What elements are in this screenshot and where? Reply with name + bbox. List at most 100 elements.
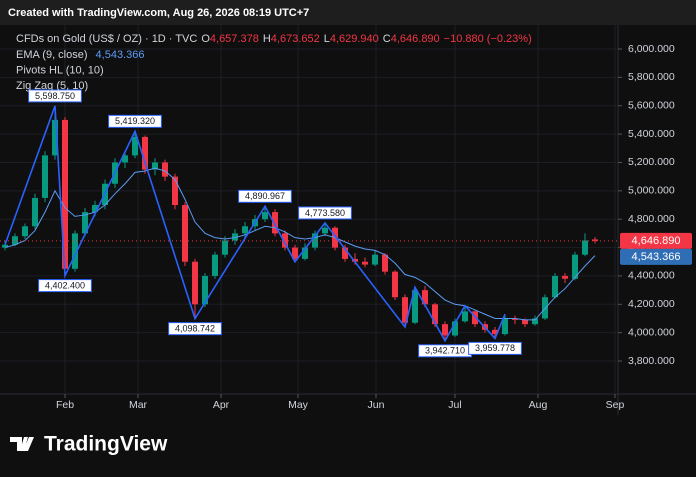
zigzag-label-box — [298, 206, 352, 220]
zigzag-label-box — [168, 322, 222, 336]
candle-body — [232, 233, 238, 241]
candle-body — [372, 254, 378, 265]
x-tick-label: Feb — [56, 399, 74, 411]
candle-body — [562, 275, 568, 279]
last-price-box — [620, 232, 692, 249]
zigzag-label: 4,890.967 — [245, 191, 285, 201]
logo-mark — [10, 437, 34, 451]
candle-body — [522, 319, 528, 325]
footer — [0, 420, 696, 472]
candle-body — [592, 239, 598, 241]
candle-body — [242, 226, 248, 234]
ohlc-value: 4,646.890 — [391, 33, 440, 45]
x-tick-label: Jun — [368, 399, 385, 411]
candle-body — [502, 318, 508, 335]
zigzag-label-box — [28, 89, 82, 103]
candle-body — [22, 226, 28, 237]
change: −10.880 (−0.23%) — [444, 33, 532, 45]
x-tick-label: Aug — [529, 399, 548, 411]
y-tick-label: 5,800.000 — [628, 71, 675, 83]
zigzag-label: 4,098.742 — [175, 324, 215, 334]
candle-body — [442, 324, 448, 336]
y-tick-label: 4,400.000 — [628, 270, 675, 282]
candle-body — [422, 290, 428, 305]
last-price-label: 4,646.890 — [632, 235, 681, 247]
ohlc-key: L — [324, 33, 330, 45]
zigzag-label: 5,598.750 — [35, 91, 75, 101]
indicator-name: Zig Zag (5, 10) — [16, 80, 88, 92]
top-bar — [0, 0, 696, 25]
candle-body — [552, 275, 558, 298]
y-tick-label: 5,000.000 — [628, 185, 675, 197]
candle-body — [302, 247, 308, 259]
x-tick-label: Mar — [129, 399, 148, 411]
candle-body — [32, 197, 38, 227]
zigzag-label-box — [108, 114, 162, 128]
candle-body — [192, 261, 198, 305]
candle-body — [222, 240, 228, 255]
x-tick-label: Jul — [448, 399, 461, 411]
zigzag-label-box — [468, 341, 522, 355]
candle-body — [512, 318, 518, 320]
ohlc-key: H — [263, 33, 271, 45]
candle-body — [312, 233, 318, 248]
candle-body — [322, 227, 328, 234]
candle-body — [12, 236, 18, 245]
symbol: CFDs on Gold (US$ / OZ) · 1D · TVC — [16, 33, 197, 45]
candle-body — [82, 212, 88, 234]
indicator-legend: EMA (9, close) 4,543.366 — [16, 49, 144, 61]
candle-body — [182, 205, 188, 262]
candle-body — [142, 136, 148, 170]
y-tick-label: 3,800.000 — [628, 355, 675, 367]
indicator-legend: Zig Zag (5, 10) — [16, 80, 88, 92]
candle-body — [62, 119, 68, 269]
ohlc-key: C — [383, 33, 391, 45]
y-tick-label: 5,200.000 — [628, 156, 675, 168]
zigzag-label: 5,419.320 — [115, 116, 155, 126]
x-tick-label: Sep — [606, 399, 625, 411]
candle-body — [132, 136, 138, 156]
y-tick-label: 5,400.000 — [628, 128, 675, 140]
plot: 3,800.0004,000.0004,200.0004,400.0004,60… — [0, 25, 696, 415]
candle-body — [532, 318, 538, 325]
legend-title: CFDs on Gold (US$ / OZ) · 1D · TVC O4,657… — [16, 33, 532, 45]
candle-body — [382, 254, 388, 272]
indicator-legend: Pivots HL (10, 10) — [16, 64, 104, 76]
candle-body — [412, 290, 418, 323]
ohlc-value: 4,629.940 — [330, 33, 379, 45]
y-tick-label: 4,000.000 — [628, 326, 675, 338]
candle-body — [122, 155, 128, 163]
candle-body — [342, 247, 348, 259]
caption: Created with TradingView.com, Aug 26, 20… — [8, 7, 309, 19]
y-tick-label: 4,200.000 — [628, 298, 675, 310]
candle-body — [582, 240, 588, 255]
x-tick-label: May — [288, 399, 309, 411]
candle-body — [452, 321, 458, 336]
y-tick-label: 5,600.000 — [628, 100, 675, 112]
candle-body — [72, 233, 78, 269]
ema-line — [4, 167, 596, 321]
y-tick-label: 6,000.000 — [628, 43, 675, 55]
candle-body — [152, 162, 158, 170]
candle-body — [572, 254, 578, 279]
ohlc-value: 4,657.378 — [210, 33, 259, 45]
zigzag-label-box — [238, 189, 292, 203]
candle-body — [2, 244, 8, 248]
ohlc-value: 4,673.652 — [271, 33, 320, 45]
logo — [10, 437, 34, 451]
candle-body — [492, 329, 498, 335]
candle-body — [202, 275, 208, 305]
zigzag-label: 4,773.580 — [305, 208, 345, 218]
candle-body — [432, 304, 438, 325]
zigzag-label: 3,942.710 — [425, 346, 465, 356]
zigzag-label-box — [38, 279, 92, 293]
indicator-value: 4,543.366 — [96, 49, 145, 61]
candle-body — [172, 176, 178, 206]
ohlc-key: O — [201, 33, 210, 45]
candle-body — [42, 155, 48, 198]
y-tick-label: 4,800.000 — [628, 213, 675, 225]
ema-box — [620, 248, 692, 265]
candle-body — [52, 119, 58, 156]
